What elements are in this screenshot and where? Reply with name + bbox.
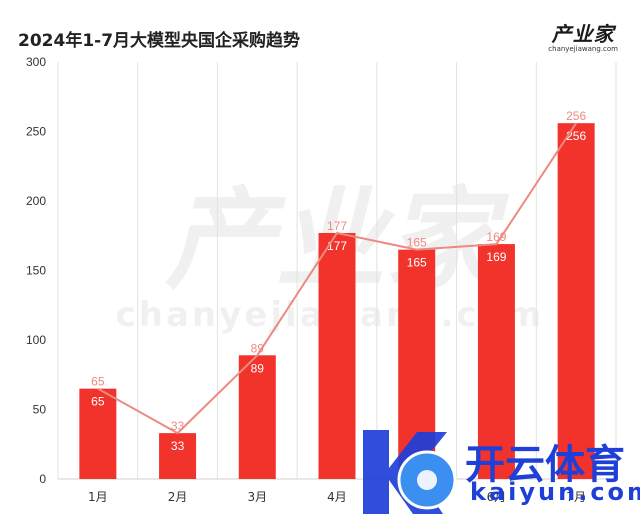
- chart-title: 2024年1-7月大模型央国企采购趋势: [18, 31, 301, 51]
- brand-logo-name: 产业家: [551, 22, 615, 46]
- line-value-labels: 65 33 89 177 165 169 256: [91, 109, 586, 433]
- line-value-label: 89: [251, 341, 265, 355]
- bar-value-labels: 65 33 89 177 165 169 256: [91, 129, 586, 453]
- bar-value-label: 65: [91, 395, 105, 409]
- bar-value-label: 165: [407, 256, 427, 270]
- y-tick-label: 150: [26, 264, 46, 278]
- bar-value-label: 169: [486, 250, 506, 264]
- line-value-label: 256: [566, 109, 586, 123]
- bar-value-label: 89: [251, 361, 265, 375]
- bar-value-label: 33: [171, 439, 185, 453]
- line-value-label: 169: [486, 230, 506, 244]
- trend-line-path: [97, 122, 577, 435]
- line-value-label: 65: [91, 375, 105, 389]
- y-tick-label: 100: [26, 333, 46, 347]
- kaiyun-en-text: kaiyun.com: [470, 478, 640, 506]
- bar: [238, 355, 276, 479]
- trend-line: [97, 122, 577, 435]
- bar: [318, 232, 356, 479]
- bar: [557, 123, 595, 479]
- bar: [79, 388, 117, 479]
- y-tick-label: 250: [26, 125, 46, 139]
- line-value-label: 177: [327, 219, 347, 233]
- x-tick-label: 7月: [566, 490, 586, 504]
- x-tick-label: 6月: [487, 490, 507, 504]
- bar-value-label: 256: [566, 129, 586, 143]
- bar-value-label: 177: [327, 239, 347, 253]
- bar: [159, 433, 197, 479]
- brand-logo-url: chanyejiawang.com: [548, 45, 618, 53]
- y-axis-labels: 0 50 100 150 200 250 300: [26, 55, 46, 486]
- line-value-label: 165: [407, 236, 427, 250]
- bars: [79, 123, 595, 479]
- x-tick-label: 2月: [168, 490, 188, 504]
- x-tick-label: 3月: [247, 490, 267, 504]
- kaiyun-cn-text: 开云体育: [465, 442, 625, 488]
- y-tick-label: 0: [39, 472, 46, 486]
- y-tick-label: 200: [26, 194, 46, 208]
- grid-lines: [57, 62, 617, 480]
- y-tick-label: 50: [33, 403, 47, 417]
- kaiyun-logo: [363, 430, 457, 514]
- brand-logo: 产业家 chanyejiawang.com: [548, 18, 618, 53]
- bar: [477, 244, 515, 479]
- x-tick-label: 1月: [88, 490, 108, 504]
- x-tick-label: 4月: [327, 490, 347, 504]
- y-tick-label: 300: [26, 55, 46, 69]
- line-value-label: 33: [171, 419, 185, 433]
